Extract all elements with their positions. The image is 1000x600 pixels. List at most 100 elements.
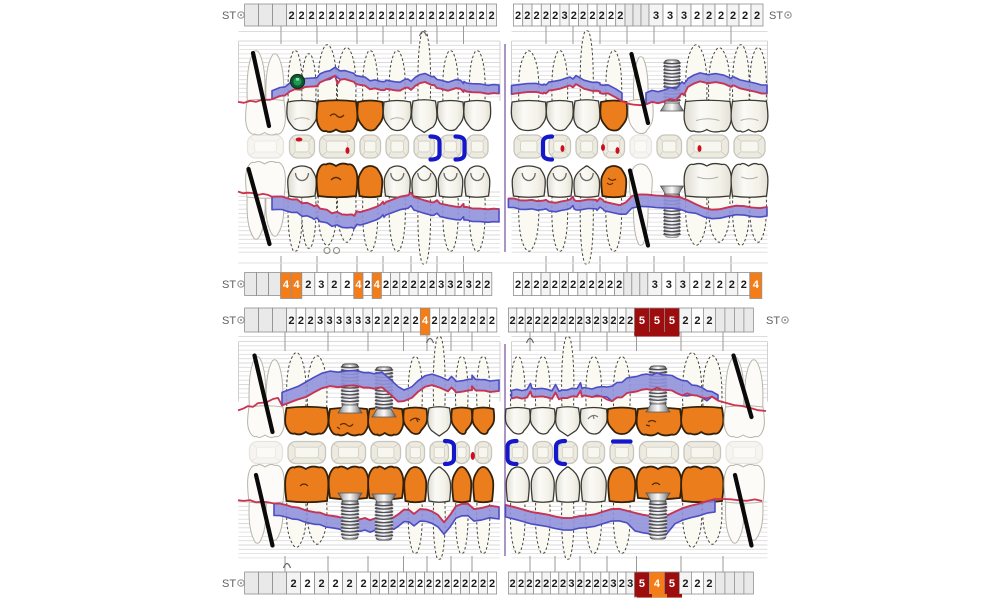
svg-text:2: 2 bbox=[515, 279, 521, 291]
svg-text:2: 2 bbox=[489, 10, 495, 22]
svg-text:2: 2 bbox=[439, 10, 445, 22]
svg-text:2: 2 bbox=[515, 10, 521, 22]
svg-text:2: 2 bbox=[307, 315, 313, 327]
svg-text:2: 2 bbox=[682, 315, 688, 327]
svg-text:2: 2 bbox=[742, 10, 748, 22]
svg-text:2: 2 bbox=[627, 315, 633, 327]
svg-text:3: 3 bbox=[466, 279, 472, 291]
svg-text:2: 2 bbox=[534, 10, 540, 22]
svg-text:2: 2 bbox=[706, 578, 712, 590]
svg-text:2: 2 bbox=[462, 578, 468, 590]
svg-text:2: 2 bbox=[706, 315, 712, 327]
svg-text:2: 2 bbox=[543, 279, 549, 291]
svg-text:4: 4 bbox=[753, 279, 760, 291]
svg-text:2: 2 bbox=[489, 315, 495, 327]
svg-text:2: 2 bbox=[480, 578, 486, 590]
svg-text:3: 3 bbox=[652, 279, 658, 291]
svg-text:3: 3 bbox=[365, 315, 371, 327]
svg-text:2: 2 bbox=[289, 10, 295, 22]
svg-text:2: 2 bbox=[457, 279, 463, 291]
svg-text:2: 2 bbox=[319, 10, 325, 22]
svg-text:4: 4 bbox=[422, 315, 429, 327]
svg-text:2: 2 bbox=[730, 10, 736, 22]
svg-text:2: 2 bbox=[429, 10, 435, 22]
svg-text:2: 2 bbox=[543, 315, 549, 327]
svg-text:4: 4 bbox=[283, 279, 290, 291]
svg-text:2: 2 bbox=[344, 279, 350, 291]
svg-text:2: 2 bbox=[561, 279, 567, 291]
svg-text:2: 2 bbox=[552, 315, 558, 327]
svg-text:3: 3 bbox=[610, 578, 616, 590]
svg-text:2: 2 bbox=[580, 10, 586, 22]
svg-text:2: 2 bbox=[359, 10, 365, 22]
svg-text:2: 2 bbox=[347, 578, 353, 590]
svg-text:2: 2 bbox=[369, 10, 375, 22]
svg-text:3: 3 bbox=[602, 315, 608, 327]
svg-text:2: 2 bbox=[694, 10, 700, 22]
svg-text:2: 2 bbox=[518, 578, 524, 590]
svg-text:2: 2 bbox=[408, 578, 414, 590]
svg-text:2: 2 bbox=[420, 279, 426, 291]
svg-text:2: 2 bbox=[535, 315, 541, 327]
svg-text:2: 2 bbox=[401, 279, 407, 291]
svg-text:2: 2 bbox=[526, 315, 532, 327]
svg-text:5: 5 bbox=[654, 315, 660, 327]
svg-text:2: 2 bbox=[598, 279, 604, 291]
svg-text:2: 2 bbox=[390, 578, 396, 590]
svg-text:5: 5 bbox=[639, 315, 645, 327]
svg-text:2: 2 bbox=[475, 279, 481, 291]
svg-text:2: 2 bbox=[594, 315, 600, 327]
svg-text:2: 2 bbox=[489, 578, 495, 590]
svg-text:2: 2 bbox=[309, 10, 315, 22]
svg-text:2: 2 bbox=[705, 279, 711, 291]
svg-text:2: 2 bbox=[444, 578, 450, 590]
svg-text:2: 2 bbox=[617, 10, 623, 22]
svg-text:2: 2 bbox=[552, 279, 558, 291]
svg-text:2: 2 bbox=[599, 10, 605, 22]
svg-text:2: 2 bbox=[449, 10, 455, 22]
svg-text:3: 3 bbox=[680, 279, 686, 291]
svg-text:2: 2 bbox=[510, 578, 516, 590]
svg-text:2: 2 bbox=[389, 10, 395, 22]
svg-text:ST: ST bbox=[222, 315, 236, 327]
svg-text:2: 2 bbox=[299, 10, 305, 22]
svg-text:3: 3 bbox=[355, 315, 361, 327]
svg-text:2: 2 bbox=[460, 315, 466, 327]
svg-text:2: 2 bbox=[288, 315, 294, 327]
svg-text:3: 3 bbox=[336, 315, 342, 327]
svg-text:2: 2 bbox=[339, 10, 345, 22]
svg-text:2: 2 bbox=[365, 279, 371, 291]
svg-text:2: 2 bbox=[693, 279, 699, 291]
svg-text:2: 2 bbox=[616, 279, 622, 291]
svg-text:3: 3 bbox=[568, 578, 574, 590]
svg-text:5: 5 bbox=[639, 578, 645, 590]
svg-text:ST: ST bbox=[222, 578, 236, 590]
svg-text:2: 2 bbox=[694, 315, 700, 327]
svg-text:5: 5 bbox=[669, 578, 675, 590]
svg-text:3: 3 bbox=[585, 315, 591, 327]
svg-text:2: 2 bbox=[412, 315, 418, 327]
svg-text:2: 2 bbox=[717, 279, 723, 291]
svg-text:2: 2 bbox=[403, 315, 409, 327]
svg-text:2: 2 bbox=[409, 10, 415, 22]
svg-text:2: 2 bbox=[560, 578, 566, 590]
svg-text:2: 2 bbox=[381, 578, 387, 590]
svg-text:2: 2 bbox=[524, 10, 530, 22]
svg-text:2: 2 bbox=[372, 578, 378, 590]
svg-text:2: 2 bbox=[419, 10, 425, 22]
svg-text:2: 2 bbox=[594, 578, 600, 590]
svg-text:2: 2 bbox=[571, 10, 577, 22]
svg-text:2: 2 bbox=[333, 578, 339, 590]
svg-text:2: 2 bbox=[585, 578, 591, 590]
svg-text:2: 2 bbox=[682, 578, 688, 590]
svg-text:2: 2 bbox=[619, 578, 625, 590]
svg-text:2: 2 bbox=[453, 578, 459, 590]
svg-text:2: 2 bbox=[552, 578, 558, 590]
svg-text:3: 3 bbox=[327, 315, 333, 327]
svg-text:2: 2 bbox=[610, 315, 616, 327]
svg-text:2: 2 bbox=[392, 279, 398, 291]
svg-text:2: 2 bbox=[298, 315, 304, 327]
svg-text:2: 2 bbox=[602, 578, 608, 590]
svg-text:2: 2 bbox=[608, 10, 614, 22]
svg-text:4: 4 bbox=[293, 279, 300, 291]
